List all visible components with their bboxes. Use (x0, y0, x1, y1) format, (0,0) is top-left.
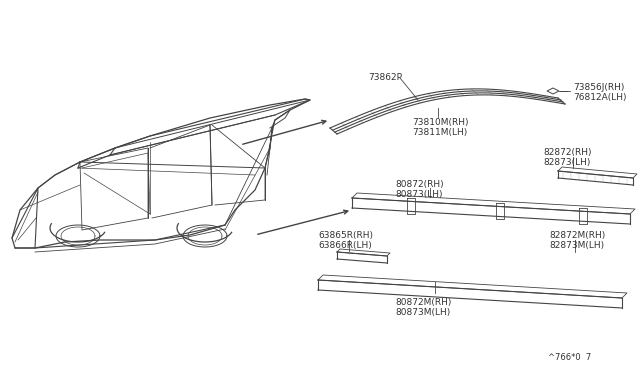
Text: 63865R(RH)
63866R(LH): 63865R(RH) 63866R(LH) (318, 231, 373, 250)
Text: ^766*0  7: ^766*0 7 (548, 353, 591, 362)
Text: 80872(RH)
80873(LH): 80872(RH) 80873(LH) (395, 180, 444, 199)
Text: 82872(RH)
82873(LH): 82872(RH) 82873(LH) (543, 148, 591, 167)
Text: 73810M(RH)
73811M(LH): 73810M(RH) 73811M(LH) (412, 118, 468, 137)
Text: 82872M(RH)
82873M(LH): 82872M(RH) 82873M(LH) (549, 231, 605, 250)
Text: 80872M(RH)
80873M(LH): 80872M(RH) 80873M(LH) (395, 298, 451, 317)
Text: 73856J(RH)
76812A(LH): 73856J(RH) 76812A(LH) (573, 83, 627, 102)
Text: 73862P: 73862P (368, 73, 402, 82)
